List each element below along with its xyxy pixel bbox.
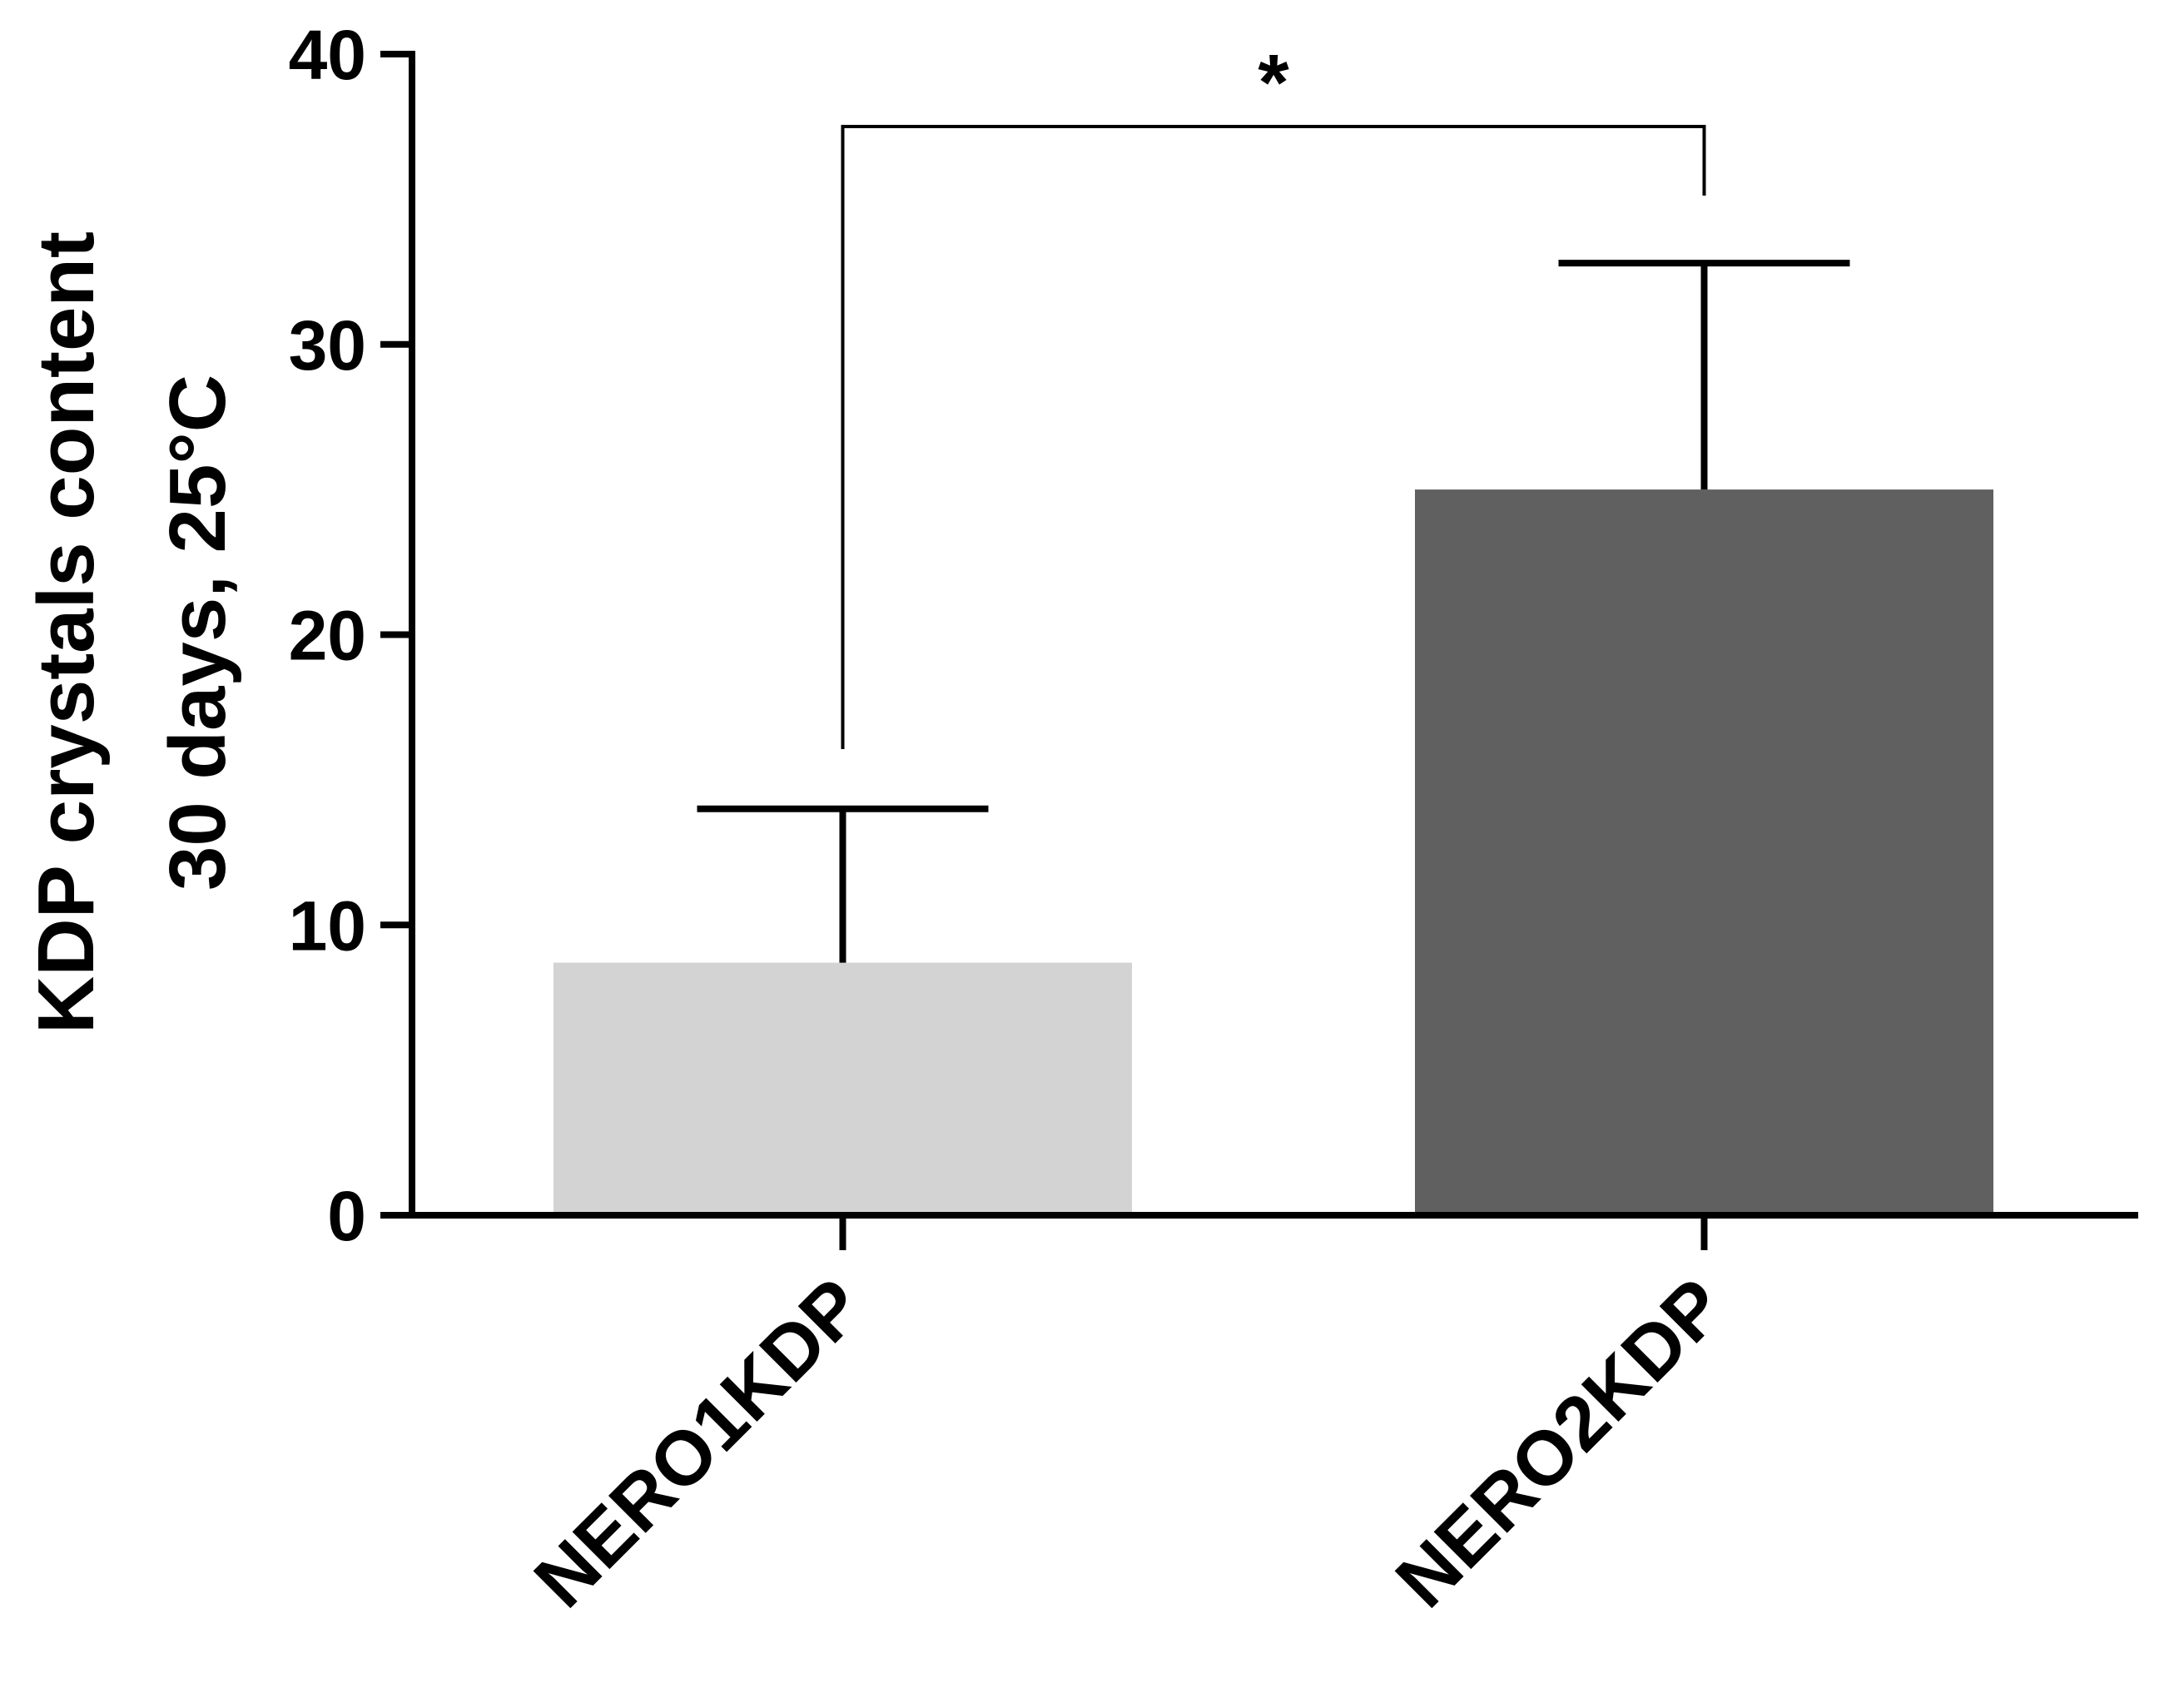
x-tick-label-nero1kdp: NERO1KDP — [519, 1263, 880, 1624]
bar-nero1kdp — [553, 962, 1132, 1215]
y-tick-label-30: 30 — [289, 306, 366, 385]
chart-marks: 0 10 20 30 40 NERO1KDP NERO2KDP * — [289, 16, 2138, 1624]
significance-label: * — [1258, 38, 1289, 127]
y-tick-label-20: 20 — [289, 597, 366, 675]
x-tick-label-nero2kdp: NERO2KDP — [1380, 1263, 1741, 1624]
bar-nero2kdp — [1415, 489, 1993, 1215]
y-axis-label: KDP crystals content 30 days, 25°C — [22, 231, 242, 1034]
y-axis-label-line-2: 30 days, 25°C — [153, 375, 242, 891]
y-tick-label-10: 10 — [289, 886, 366, 965]
y-tick-label-0: 0 — [327, 1177, 366, 1255]
y-axis-label-line-1: KDP crystals content — [22, 231, 111, 1034]
y-tick-label-40: 40 — [289, 16, 366, 94]
significance-bracket — [841, 125, 1706, 749]
